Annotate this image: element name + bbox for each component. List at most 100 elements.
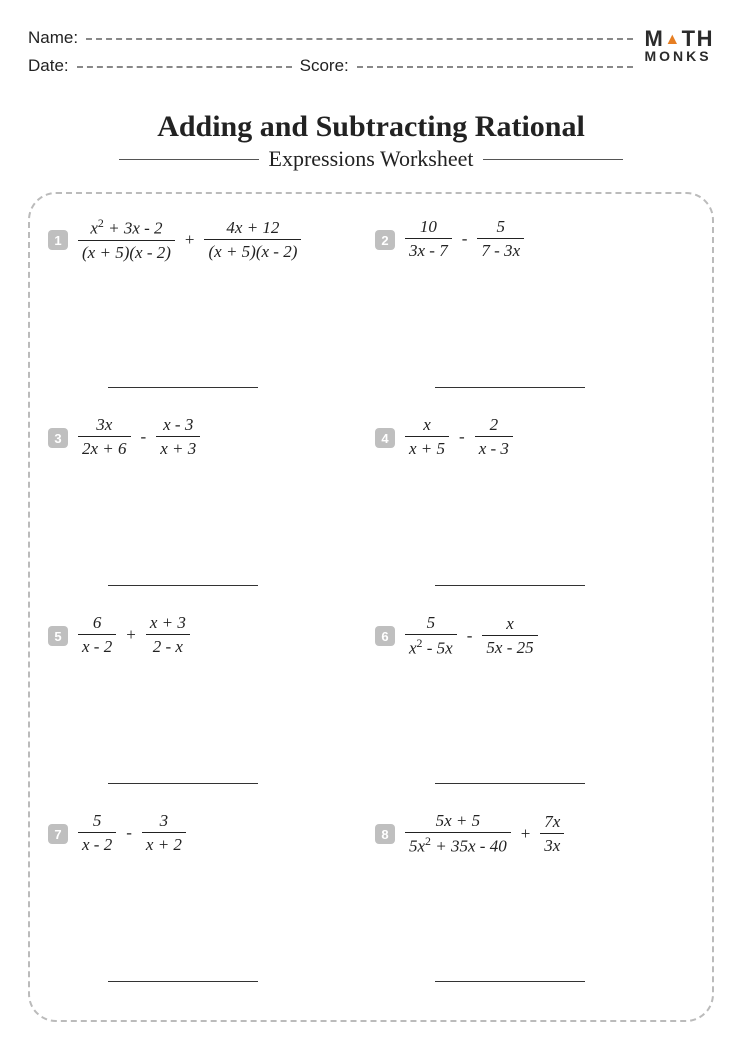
date-score-row: Date: Score:: [28, 56, 633, 76]
answer-blank[interactable]: [108, 981, 258, 983]
fraction-2: x5x - 25: [482, 613, 537, 659]
problem-top: 7 5 x - 2-3x + 2: [48, 810, 367, 856]
fraction-2: x - 3x + 3: [156, 414, 200, 460]
logo-line1: M▲TH: [645, 30, 715, 49]
problem-number-badge: 1: [48, 230, 68, 250]
answer-blank[interactable]: [435, 585, 585, 587]
expression: 5x + 55x2 + 35x - 40+7x3x: [405, 810, 564, 857]
denominator: 2 - x: [149, 636, 187, 657]
numerator: 5: [493, 216, 510, 237]
numerator: 3x: [92, 414, 116, 435]
problem-number-badge: 4: [375, 428, 395, 448]
worksheet-title: Adding and Subtracting Rational Expressi…: [28, 110, 714, 172]
problem-8: 85x + 55x2 + 35x - 40+7x3x: [375, 810, 694, 1008]
problem-4: 4 xx + 5-2 x - 3: [375, 414, 694, 612]
problem-number-badge: 2: [375, 230, 395, 250]
operator: -: [460, 229, 470, 249]
fraction-1: x2 + 3x - 2 (x + 5)(x - 2): [78, 216, 175, 263]
fraction-1: 3x 2x + 6: [78, 414, 131, 460]
fraction-2: x + 3 2 - x: [146, 612, 190, 658]
operator: -: [124, 823, 134, 843]
date-blank[interactable]: [77, 66, 292, 68]
title-sub-row: Expressions Worksheet: [28, 146, 714, 172]
expression: 3x2x + 6-x - 3x + 3: [78, 414, 200, 460]
problem-top: 4 xx + 5-2 x - 3: [375, 414, 694, 460]
title-rule-left: [119, 159, 259, 160]
operator: -: [457, 427, 467, 447]
fraction-1: 6x - 2: [78, 612, 116, 658]
problem-6: 65x2 - 5x-x5x - 25: [375, 612, 694, 810]
operator: +: [124, 625, 138, 645]
problem-number-badge: 6: [375, 626, 395, 646]
denominator: 2x + 6: [78, 438, 131, 459]
expression: 103x - 7-57 - 3x: [405, 216, 524, 262]
denominator: x - 3: [475, 438, 513, 459]
numerator: x2 + 3x - 2: [86, 216, 166, 239]
expression: 5x2 - 5x-x5x - 25: [405, 612, 538, 659]
numerator: x + 3: [146, 612, 190, 633]
header-fields: Name: Date: Score:: [28, 28, 633, 84]
numerator: 7x: [540, 811, 564, 832]
fraction-2: 2 x - 3: [475, 414, 513, 460]
problem-top: 65x2 - 5x-x5x - 25: [375, 612, 694, 659]
score-blank[interactable]: [357, 66, 633, 68]
numerator: 5: [423, 612, 440, 633]
problem-top: 85x + 55x2 + 35x - 40+7x3x: [375, 810, 694, 857]
numerator: 2: [486, 414, 503, 435]
name-blank[interactable]: [86, 38, 632, 40]
expression: xx + 5-2 x - 3: [405, 414, 513, 460]
problem-7: 7 5 x - 2-3x + 2: [48, 810, 367, 1008]
title-main: Adding and Subtracting Rational: [28, 110, 714, 144]
denominator: (x + 5)(x - 2): [204, 241, 301, 262]
problem-3: 33x2x + 6-x - 3x + 3: [48, 414, 367, 612]
operator: +: [519, 824, 533, 844]
denominator: (x + 5)(x - 2): [78, 242, 175, 263]
operator: +: [183, 230, 197, 250]
answer-blank[interactable]: [108, 783, 258, 785]
logo-line2: MONKS: [645, 51, 715, 63]
brand-logo: M▲TH MONKS: [645, 30, 715, 63]
problem-number-badge: 5: [48, 626, 68, 646]
numerator: 6: [89, 612, 106, 633]
score-label: Score:: [300, 56, 349, 76]
problem-2: 2103x - 7-57 - 3x: [375, 216, 694, 414]
problems-container: 1x2 + 3x - 2(x + 5)(x - 2)+4x + 12(x + 5…: [28, 192, 714, 1022]
problem-5: 5 6x - 2 + x + 3 2 - x: [48, 612, 367, 810]
denominator: x + 3: [156, 438, 200, 459]
denominator: 3x: [540, 835, 564, 856]
answer-blank[interactable]: [108, 585, 258, 587]
numerator: 5x + 5: [432, 810, 485, 831]
denominator: x2 - 5x: [405, 636, 457, 659]
answer-blank[interactable]: [435, 387, 585, 389]
denominator: x + 2: [142, 834, 186, 855]
expression: 6x - 2 + x + 3 2 - x: [78, 612, 190, 658]
problem-number-badge: 3: [48, 428, 68, 448]
fraction-2: 57 - 3x: [477, 216, 524, 262]
problem-top: 2103x - 7-57 - 3x: [375, 216, 694, 262]
fraction-1: 5 x - 2: [78, 810, 116, 856]
problem-number-badge: 7: [48, 824, 68, 844]
numerator: x: [502, 613, 518, 634]
fraction-1: xx + 5: [405, 414, 449, 460]
numerator: 4x + 12: [222, 217, 283, 238]
expression: 5 x - 2-3x + 2: [78, 810, 186, 856]
worksheet-header: Name: Date: Score: M▲TH MONKS: [28, 28, 714, 84]
title-rule-right: [483, 159, 623, 160]
problem-top: 33x2x + 6-x - 3x + 3: [48, 414, 367, 460]
fraction-2: 7x3x: [540, 811, 564, 857]
date-label: Date:: [28, 56, 69, 76]
numerator: 5: [89, 810, 106, 831]
fraction-2: 4x + 12 (x + 5)(x - 2): [204, 217, 301, 263]
answer-blank[interactable]: [435, 783, 585, 785]
problem-top: 5 6x - 2 + x + 3 2 - x: [48, 612, 367, 658]
name-label: Name:: [28, 28, 78, 48]
denominator: 5x2 + 35x - 40: [405, 834, 511, 857]
triangle-icon: ▲: [664, 33, 681, 47]
answer-blank[interactable]: [435, 981, 585, 983]
denominator: x - 2: [78, 834, 116, 855]
fraction-2: 3x + 2: [142, 810, 186, 856]
problem-top: 1 x2 + 3x - 2 (x + 5)(x - 2) +4x + 12 (x + 5…: [48, 216, 367, 263]
denominator: 3x - 7: [405, 240, 452, 261]
expression: x2 + 3x - 2 (x + 5)(x - 2) +4x + 12 (x + 5)…: [78, 216, 301, 263]
answer-blank[interactable]: [108, 387, 258, 389]
